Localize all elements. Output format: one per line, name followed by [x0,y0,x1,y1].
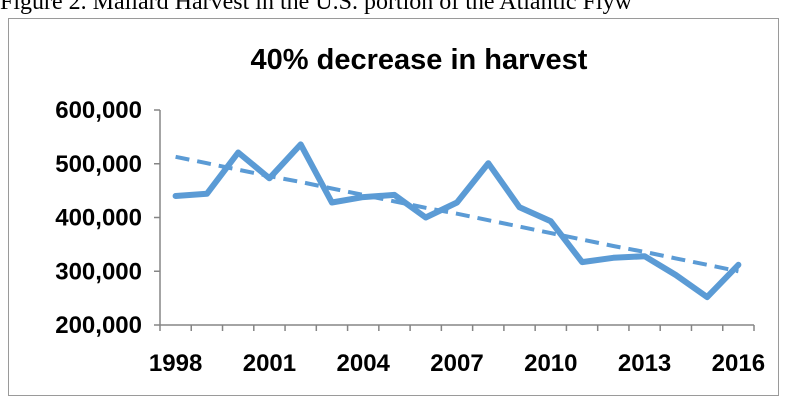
y-tick-label: 600,000 [55,97,142,124]
y-tick-label: 400,000 [55,205,142,232]
x-tick-label: 2001 [243,350,296,377]
y-tick-label: 300,000 [55,258,142,285]
figure-caption: Figure 2. Mallard Harvest in the U.S. po… [0,0,632,15]
x-axis-ticks: 1998 2001 2004 2007 2010 2013 2016 [149,325,765,377]
y-axis-ticks: 600,000 500,000 400,000 300,000 200,000 [55,97,160,339]
trendline-dashed [175,154,739,274]
x-tick-label: 2004 [337,350,391,377]
y-tick-label: 200,000 [55,312,142,339]
harvest-series-line [172,141,742,301]
chart-frame [8,18,779,396]
series-layer [172,141,742,301]
y-axis: 600,000 500,000 400,000 300,000 200,000 [55,97,161,339]
y-tick-label: 500,000 [55,151,142,178]
x-tick-label: 2010 [524,350,577,377]
x-tick-label: 1998 [149,350,202,377]
x-tick-label: 2007 [430,350,483,377]
x-tick-label: 2013 [618,350,671,377]
x-axis: 1998 2001 2004 2007 2010 2013 2016 [149,324,765,377]
chart-title: 40% decrease in harvest [250,44,588,76]
x-tick-label: 2016 [712,350,765,377]
